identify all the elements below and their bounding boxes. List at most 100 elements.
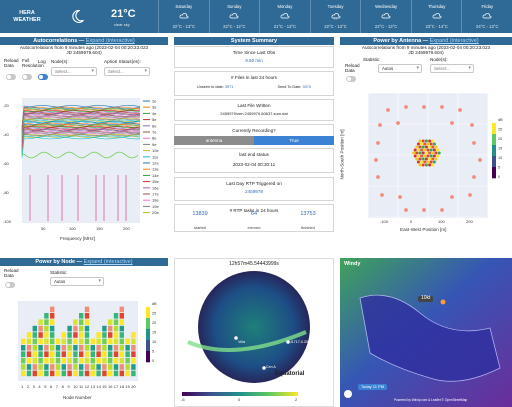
auto-x-tick: 100	[69, 226, 76, 231]
autocorrelation-line	[21, 114, 141, 137]
node-cell	[108, 351, 113, 357]
antenna-colorbar-tick: 10	[498, 156, 502, 160]
antenna-position-plot[interactable]: dB 25 20 15 10 5 0	[340, 85, 512, 245]
antenna-node-select[interactable]: Select...	[430, 64, 474, 73]
node-cell	[50, 325, 55, 332]
node-cells	[21, 306, 136, 377]
node-statistic-select[interactable]: Autos	[50, 277, 104, 286]
forecast-day: Friday 24°C - 13°C	[461, 0, 512, 33]
antenna-statistic-select[interactable]: Autos	[378, 64, 422, 73]
antenna-point	[426, 160, 430, 164]
node-cell	[90, 357, 95, 364]
node-cell	[96, 351, 101, 357]
antenna-point	[413, 148, 417, 152]
antenna-point	[418, 139, 422, 143]
antenna-point	[432, 148, 436, 152]
node-cell	[79, 370, 84, 377]
node-x-tick: 18	[119, 384, 125, 389]
node-cell	[102, 357, 107, 364]
rtp-tasks-card: # RTP tasks in 24 hours	[174, 204, 334, 232]
reload-data-toggle[interactable]	[6, 74, 16, 80]
full-resolution-toggle[interactable]	[22, 74, 32, 80]
partly-cloudy-icon	[432, 13, 442, 19]
colorbar-segment	[146, 307, 150, 319]
antenna-point	[423, 154, 427, 158]
node-cell	[96, 364, 101, 370]
power-node-expand-link[interactable]: Expand (interactive)	[83, 259, 133, 265]
antenna-point	[386, 108, 390, 112]
antenna-colorbar: dB 25 20 15 10 5 0	[492, 118, 503, 179]
forecast-day: Monday 21°C - 13°C	[259, 0, 310, 33]
antenna-point	[418, 163, 422, 167]
antenna-point	[374, 158, 378, 162]
node-cell	[90, 364, 95, 370]
last-file-title: Last File Written	[237, 103, 271, 108]
antenna-point	[424, 151, 428, 155]
node-x-tick: 13	[90, 384, 96, 389]
power-antenna-subtitle: Autocorrelations from 9 minutes ago (202…	[361, 45, 491, 50]
antenna-point	[440, 208, 444, 212]
colorbar-segment	[146, 318, 150, 330]
autocorrelation-line	[21, 105, 141, 128]
legend-entry: 16e	[152, 185, 159, 190]
antenna-reload-toggle[interactable]	[346, 76, 356, 82]
apriori-status-select[interactable]: Select...	[104, 67, 150, 76]
colorbar-segment	[146, 340, 150, 352]
nodes-select[interactable]: Select...	[51, 67, 97, 76]
node-cell	[79, 351, 84, 357]
node-cell	[55, 370, 61, 377]
antenna-point	[428, 157, 432, 161]
node-cell	[67, 351, 72, 357]
source-marker	[286, 340, 290, 344]
node-cell	[102, 325, 107, 332]
node-cell	[55, 364, 61, 370]
antenna-point	[440, 105, 444, 109]
node-cell	[38, 325, 43, 332]
rtp-tasks-title: # RTP tasks in 24 hours	[229, 208, 279, 213]
antenna-point	[468, 193, 472, 197]
node-cell	[113, 325, 119, 332]
node-cell	[26, 345, 32, 351]
wind-time-button[interactable]: Today 11 PM	[358, 384, 388, 390]
colorbar-segment	[492, 134, 496, 146]
forecast-day: Sunday 22°C - 12°C	[208, 0, 260, 33]
antenna-point	[450, 121, 454, 125]
autocorrelations-expand-link[interactable]: Expand (interactive)	[85, 38, 135, 44]
autocorrelation-line	[21, 108, 141, 131]
log-toggle[interactable]	[38, 74, 48, 80]
play-button[interactable]	[344, 390, 352, 398]
node-reload-toggle[interactable]	[5, 282, 15, 288]
node-cell	[73, 338, 78, 345]
node-cell	[21, 338, 26, 345]
legend-entry: 12e	[152, 161, 159, 166]
node-cell	[61, 338, 66, 345]
node-cell	[102, 370, 107, 377]
antenna-point	[422, 105, 426, 109]
node-cell	[26, 351, 32, 357]
node-colorbar-tick: 20	[152, 321, 156, 325]
sky-cbar-tick: 0	[238, 397, 241, 402]
autocorrelation-line	[21, 111, 141, 134]
antenna-point	[429, 142, 433, 146]
antenna-point	[434, 157, 438, 161]
auto-y-tick: -20	[3, 103, 9, 108]
sky-map[interactable]	[174, 270, 334, 407]
node-cell	[67, 338, 72, 345]
wind-map[interactable]: Windy 10kt Today 11 PM Powered by Windy.…	[340, 258, 512, 407]
autocorrelation-line	[21, 127, 141, 150]
antenna-x-tick: 100	[438, 219, 445, 224]
recording-true-button[interactable]: True	[254, 136, 334, 145]
node-colorbar-tick: 10	[152, 340, 156, 344]
status-card: last end status 2023-02-04 00:30:11	[174, 148, 334, 173]
antenna-point	[415, 145, 419, 149]
forecast-day: Saturday 22°C - 13°C	[158, 0, 209, 33]
antenna-point	[429, 160, 433, 164]
node-colorbar: dB 25 20 15 10 5 0	[146, 302, 157, 363]
antenna-button[interactable]: antenna	[174, 136, 254, 145]
antenna-point	[396, 121, 400, 125]
node-cell	[84, 313, 90, 319]
node-cell	[119, 319, 124, 325]
power-antenna-expand-link[interactable]: Expand (interactive)	[429, 38, 479, 44]
